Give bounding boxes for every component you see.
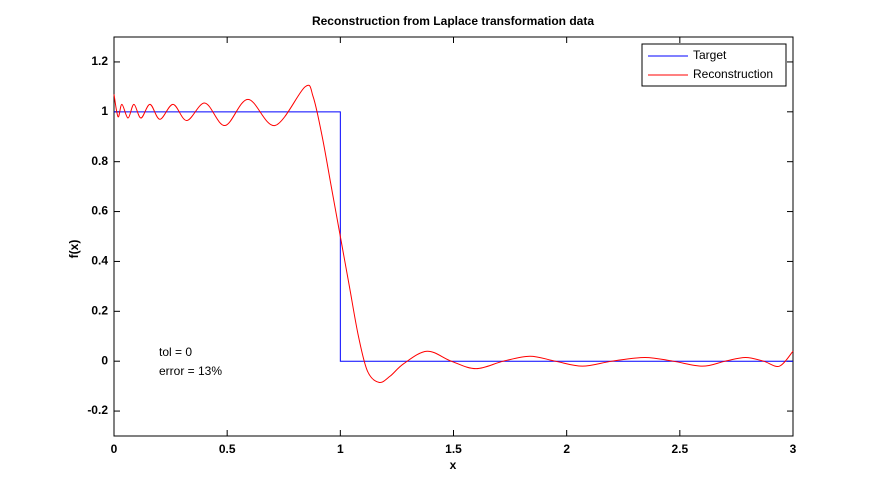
plot-area (113, 36, 794, 437)
y-tick-label: 0.6 (91, 204, 108, 218)
series-line (113, 84, 794, 383)
y-tick-label: 0.8 (91, 154, 108, 168)
x-axis-label: x (450, 458, 457, 472)
y-tick-label: 1 (101, 104, 108, 118)
y-tick-label: 1.2 (91, 54, 108, 68)
legend-label: Target (693, 48, 727, 62)
annotation: error = 13% (159, 364, 222, 378)
legend-box (641, 43, 787, 87)
y-tick-label: 0.2 (91, 303, 108, 317)
y-tick-label: 0 (101, 353, 108, 367)
x-tick-label: 0 (111, 442, 118, 456)
chart-title: Reconstruction from Laplace transformati… (312, 14, 594, 28)
legend-label: Reconstruction (693, 67, 773, 81)
annotation: tol = 0 (159, 345, 192, 359)
x-tick-label: 2 (563, 442, 570, 456)
x-tick-label: 1.5 (445, 442, 462, 456)
y-tick-label: -0.2 (87, 403, 108, 417)
x-tick-label: 3 (790, 442, 797, 456)
y-axis-label: f(x) (67, 240, 81, 259)
x-tick-label: 0.5 (219, 442, 236, 456)
x-tick-label: 2.5 (671, 442, 688, 456)
x-tick-label: 1 (337, 442, 344, 456)
y-tick-label: 0.4 (91, 254, 108, 268)
